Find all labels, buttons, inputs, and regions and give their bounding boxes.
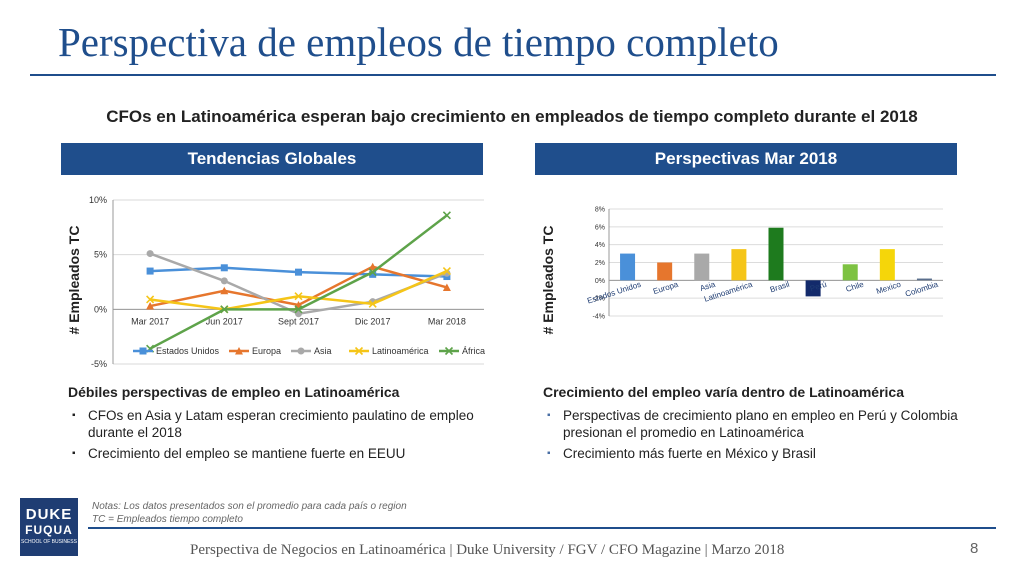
data-point [297,347,305,355]
x-tick-label: Chile [845,280,866,294]
note-line: TC = Empleados tiempo completo [92,514,243,525]
bar [805,280,821,297]
banner-global-trends: Tendencias Globales [61,143,483,175]
bullet-text: Perspectivas de crecimiento plano en emp… [563,408,958,440]
page-number: 8 [970,540,979,557]
bullet-icon: ▪ [72,410,76,421]
bullet-text: Crecimiento más fuerte en México y Brasi… [563,446,816,461]
x-tick-label: Jun 2017 [206,316,243,326]
bar [620,253,636,281]
data-point [442,211,451,220]
logo-line-3: SCHOOL OF BUSINESS [21,539,77,545]
x-tick-label: Dic 2017 [355,316,391,326]
series-line [149,214,448,350]
bar [731,249,747,281]
list-item: ▪ Perspectivas de crecimiento plano en em… [543,407,963,441]
page-title: Perspectiva de empleos de tiempo complet… [58,19,779,65]
data-point [220,277,228,285]
x-tick-label: Sept 2017 [278,316,319,326]
bar [657,262,673,281]
x-tick-label: Mar 2018 [428,316,466,326]
y-tick-label: -5% [91,359,107,369]
y-tick-label: -2% [593,296,605,303]
bar [768,227,784,281]
data-point [354,346,364,356]
y-tick-label: 8% [595,207,605,214]
bar [694,253,710,281]
y-tick-label: 10% [89,195,107,205]
data-point [146,295,155,304]
footer-text: Perspectiva de Negocios en Latinoamérica… [190,542,785,558]
legend-label: Estados Unidos [156,346,220,356]
list-item: ▪ Crecimiento del empleo se mantiene fuer… [68,445,478,462]
x-tick-label: Mexico [875,280,902,297]
line-chart-ylabel: # Empleados TC [66,226,82,335]
bullet-text: Crecimiento del empleo se mantiene fuert… [88,446,406,461]
legend-label: Asia [314,346,332,356]
data-point [295,268,302,276]
data-point [220,305,229,314]
data-point [220,286,229,295]
x-tick-label: Brasil [769,280,791,295]
data-point [294,305,303,314]
left-bullets-heading: Débiles perspectivas de empleo en Latino… [68,384,400,400]
data-point [444,346,454,356]
notes: Notas: Los datos presentados son el prom… [92,500,407,526]
legend-label: África [462,346,485,356]
bar [842,264,858,281]
data-point [146,267,154,275]
banner-outlook: Perspectivas Mar 2018 [535,143,957,175]
right-bullets-heading: Crecimiento del empleo varía dentro de L… [543,384,904,400]
data-point [294,292,303,301]
y-tick-label: 0% [94,304,107,314]
outlook-bar-chart: # Empleados TC 8%6%4%2%0%-2%-4% Estados … [540,207,943,335]
y-tick-label: 4% [595,242,605,249]
bullet-text: CFOs en Asia y Latam esperan crecimiento… [88,408,474,440]
x-tick-label: Colombia [904,280,939,299]
bar [916,278,932,281]
y-tick-label: 6% [595,224,605,231]
right-bullets: Crecimiento del empleo varía dentro de L… [543,384,963,466]
logo-line-2: FUQUA [25,523,73,537]
data-point [368,268,377,277]
footer-divider [88,527,996,529]
note-line: Notas: Los datos presentados son el prom… [92,501,407,512]
bullet-icon: ▪ [547,410,551,421]
bar-chart-ylabel: # Empleados TC [540,226,556,335]
duke-fuqua-logo: DUKE FUQUA SCHOOL OF BUSINESS [20,498,78,556]
bar [879,249,895,281]
bullet-icon: ▪ [547,448,551,459]
left-bullets: Débiles perspectivas de empleo en Latino… [68,384,478,466]
page-subtitle: CFOs en Latinoamérica esperan bajo creci… [106,107,918,126]
legend-label: Latinoamérica [372,346,429,356]
y-tick-label: 2% [595,260,605,267]
bullet-icon: ▪ [72,448,76,459]
y-tick-label: 0% [595,278,605,285]
x-tick-label: Mar 2017 [131,316,169,326]
data-point [368,262,377,271]
legend-label: Europa [252,346,281,356]
data-point [369,270,377,278]
y-tick-label: 5% [94,250,107,260]
global-trends-line-chart: # Empleados TC 10% 5% 0% -5% Mar 2017 Jun 20… [66,195,485,369]
list-item: ▪ CFOs en Asia y Latam esperan crecimient… [68,407,478,441]
title-divider [30,74,996,76]
data-point [220,264,228,272]
data-point [139,347,147,355]
data-point [146,250,154,258]
list-item: ▪ Crecimiento más fuerte en México y Bras… [543,445,963,462]
data-point [368,299,377,308]
y-tick-label: -4% [593,314,605,321]
data-point [442,267,451,276]
logo-line-1: DUKE [25,506,73,523]
data-point [442,283,451,291]
x-tick-label: Europa [652,280,680,297]
data-point [146,302,155,310]
data-point [235,347,243,355]
